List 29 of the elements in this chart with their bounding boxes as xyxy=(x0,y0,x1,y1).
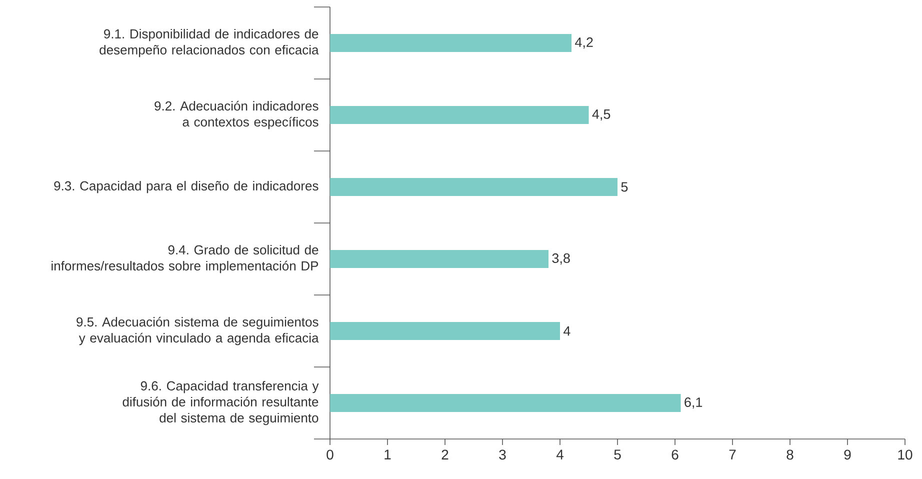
bar xyxy=(330,178,618,196)
data-label: 4,2 xyxy=(575,37,593,49)
data-label: 5 xyxy=(621,182,628,192)
x-tick-label: 3 xyxy=(499,450,506,460)
data-label: 3,8 xyxy=(552,253,570,265)
y-tick-label: 9.2. Adecuación indicadores a contextos específicos xyxy=(154,100,318,130)
data-label: 6,1 xyxy=(684,397,702,409)
x-tick-label: 8 xyxy=(786,450,794,460)
x-tick-label: 0 xyxy=(326,450,334,460)
bar xyxy=(330,322,560,340)
y-tick-label: 9.4. Grado de solicitud de informes/resultados sobre implementación DP xyxy=(52,244,318,274)
data-label: 4 xyxy=(564,326,570,336)
y-tick-label: 9.3. Capacidad para el diseño de indicadores xyxy=(54,180,318,194)
x-tick-label: 1 xyxy=(384,450,391,460)
bar xyxy=(330,250,548,268)
bar xyxy=(330,34,572,52)
y-tick-label: 9.6. Capacidad transferencia y difusión de información resultante del sistema de seguimiento xyxy=(122,380,319,426)
x-tick-label: 5 xyxy=(614,450,621,460)
x-tick-label: 9 xyxy=(844,450,851,460)
y-tick-label: 9.1. Disponibilidad de indicadores de desempeño relacionados con eficacia xyxy=(100,28,319,58)
data-label: 4,5 xyxy=(592,110,610,121)
x-tick-label: 6 xyxy=(672,450,678,460)
y-tick-label: 9.5. Adecuación sistema de seguimientos y evaluación vinculado a agenda eficacia xyxy=(76,316,319,346)
x-tick-label: 7 xyxy=(729,450,736,460)
bar xyxy=(330,394,681,412)
x-tick-label: 10 xyxy=(898,450,912,460)
x-tick-label: 2 xyxy=(442,450,448,460)
bar xyxy=(330,106,589,124)
x-tick-label: 4 xyxy=(556,450,564,460)
